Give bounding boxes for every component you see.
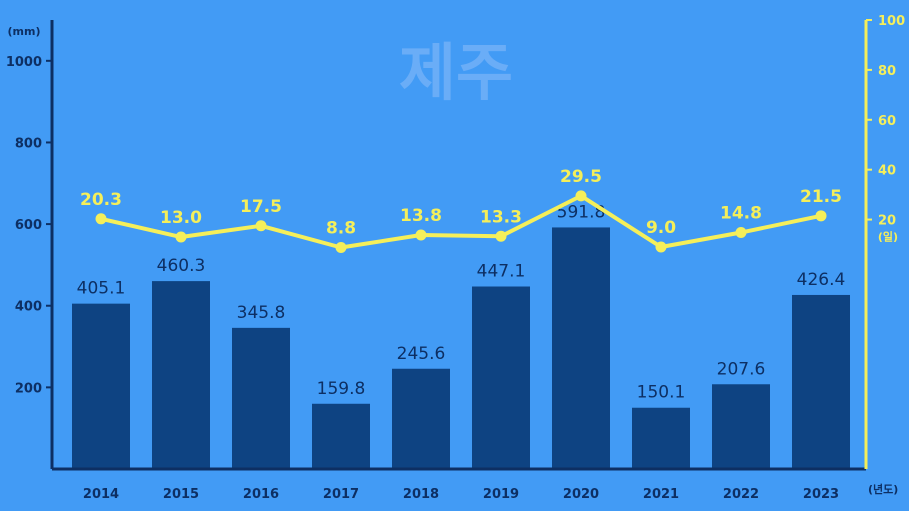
line-value-label-2022: 14.8 <box>720 204 762 224</box>
bar-2020 <box>552 227 610 469</box>
line-point-2020 <box>575 190 587 202</box>
right-tick-label-80: 80 <box>878 64 896 79</box>
bar-2019 <box>472 286 530 469</box>
bar-value-label-2018: 245.6 <box>397 344 446 364</box>
left-tick-label-800: 800 <box>15 136 42 151</box>
line-value-label-2019: 13.3 <box>480 207 522 227</box>
x-tick-label-2019: 2019 <box>483 487 519 502</box>
x-tick-label-2021: 2021 <box>643 487 679 502</box>
bar-value-label-2020: 591.8 <box>557 202 606 222</box>
right-tick-label-100: 100 <box>878 14 905 29</box>
bar-value-label-2019: 447.1 <box>477 262 526 282</box>
x-tick-label-2018: 2018 <box>403 487 439 502</box>
chart-title: 제주 <box>399 36 513 109</box>
right-tick-label-60: 60 <box>878 114 896 129</box>
x-axis-unit: (년도) <box>868 482 898 496</box>
line-point-2014 <box>95 213 107 225</box>
line-value-label-2023: 21.5 <box>800 187 842 207</box>
line-point-2021 <box>655 241 667 253</box>
x-tick-label-2017: 2017 <box>323 487 359 502</box>
left-tick-label-200: 200 <box>15 381 42 396</box>
line-point-2019 <box>495 230 507 242</box>
line-value-label-2020: 29.5 <box>560 167 602 187</box>
left-axis-unit: (mm) <box>8 25 41 38</box>
left-tick-label-400: 400 <box>15 300 42 315</box>
bar-2021 <box>632 407 690 469</box>
right-tick-label-20: 20 <box>878 214 896 229</box>
line-value-label-2017: 8.8 <box>326 218 356 238</box>
line-value-label-2016: 17.5 <box>240 197 282 217</box>
bar-2016 <box>232 327 290 469</box>
left-tick-label-600: 600 <box>15 218 42 233</box>
bar-value-label-2017: 159.8 <box>317 379 366 399</box>
line-path <box>100 193 822 250</box>
line-value-label-2018: 13.8 <box>400 206 442 226</box>
line-point-2023 <box>815 210 827 222</box>
bar-2015 <box>152 281 210 469</box>
bar-value-label-2023: 426.4 <box>797 270 846 290</box>
bar-2018 <box>392 368 450 469</box>
line-value-label-2021: 9.0 <box>646 218 676 238</box>
line-point-2018 <box>415 229 427 241</box>
line-point-2016 <box>255 220 267 232</box>
bar-value-label-2016: 345.8 <box>237 303 286 323</box>
line-point-2015 <box>175 231 187 243</box>
line-value-label-2015: 13.0 <box>160 208 202 228</box>
line-point-2022 <box>735 227 747 239</box>
x-tick-label-2022: 2022 <box>723 487 759 502</box>
bar-series: 405.1 460.3 345.8 159.8 245.6 447.1 591.8 150.1… <box>72 202 850 469</box>
bar-value-label-2022: 207.6 <box>717 359 766 379</box>
bar-2023 <box>792 294 850 469</box>
bar-value-label-2014: 405.1 <box>77 279 126 299</box>
x-tick-label-2015: 2015 <box>163 487 199 502</box>
bar-value-label-2015: 460.3 <box>157 256 206 276</box>
axes: 200 400 600 800 1000 (mm) 2014 2015 2016 2017 2018… <box>6 14 905 502</box>
right-axis-unit: (일) <box>878 230 898 244</box>
bar-value-label-2021: 150.1 <box>637 383 686 403</box>
line-point-2017 <box>335 241 347 253</box>
x-tick-label-2023: 2023 <box>803 487 839 502</box>
bar-2014 <box>72 303 130 469</box>
left-tick-label-1000: 1000 <box>6 55 42 70</box>
x-tick-label-2014: 2014 <box>83 487 119 502</box>
line-series: 20.3 13.0 17.5 8.8 13.8 13.3 29.5 9.0 14.8 21.5 <box>80 167 842 253</box>
x-tick-label-2016: 2016 <box>243 487 279 502</box>
x-tick-label-2020: 2020 <box>563 487 599 502</box>
bar-2017 <box>312 403 370 469</box>
bar-2022 <box>712 384 770 469</box>
line-value-label-2014: 20.3 <box>80 190 122 210</box>
right-tick-label-40: 40 <box>878 164 896 179</box>
